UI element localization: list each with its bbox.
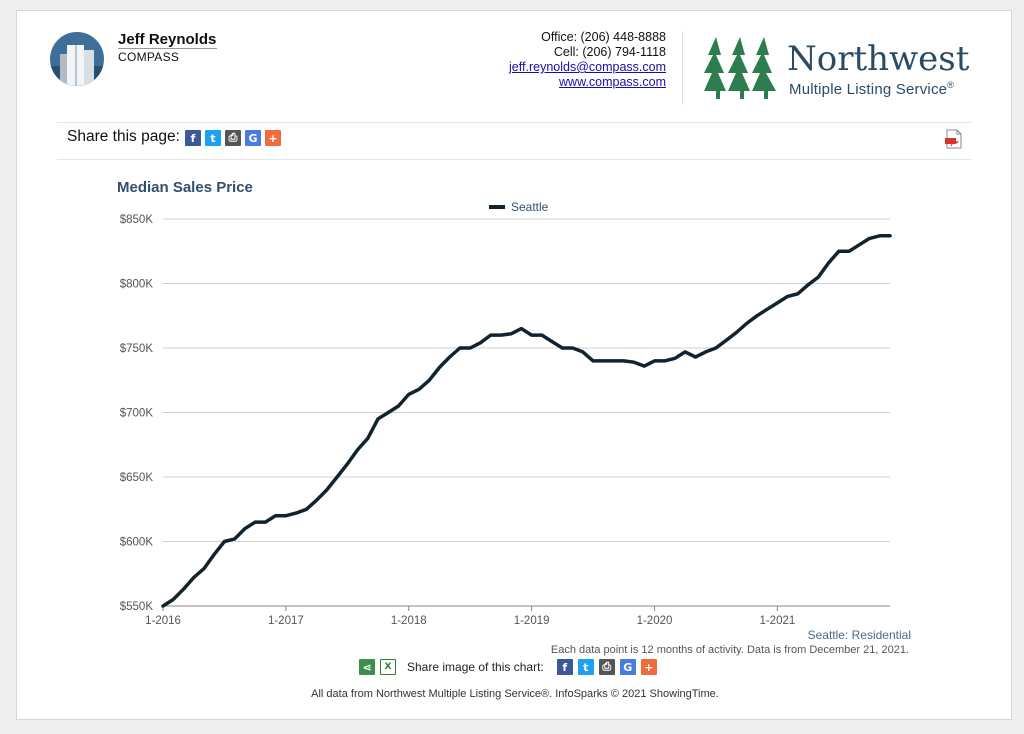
chart-source-label[interactable]: Seattle: Residential — [807, 628, 911, 642]
line-chart: $550K $600K $650K $700K $750K $800K $850K 1-201… — [120, 200, 892, 627]
contact-block: Office: (206) 448-8888 Cell: (206) 794-1… — [509, 30, 666, 90]
tree-logo-icon — [704, 37, 776, 99]
name-divider — [118, 48, 217, 49]
agent-avatar — [50, 32, 104, 86]
y-tick-label: $750K — [120, 343, 154, 355]
office-phone: Office: (206) 448-8888 — [541, 30, 666, 44]
chart-note: Each data point is 12 months of activity… — [550, 644, 909, 656]
share-label: Share this page: — [67, 128, 180, 145]
google-icon[interactable]: G — [245, 130, 261, 146]
pdf-icon[interactable] — [945, 129, 963, 149]
footer-text: All data from Northwest Multiple Listing… — [311, 688, 719, 700]
chart-share-row: ⋖ X Share image of this chart: f t ⎙ G + — [359, 659, 657, 675]
y-tick-label: $550K — [120, 601, 154, 613]
website-link[interactable]: www.compass.com — [559, 75, 666, 89]
plus-icon[interactable]: + — [640, 659, 657, 675]
y-tick-label: $700K — [120, 408, 154, 420]
agent-name: Jeff Reynolds — [118, 31, 217, 48]
x-tick-label: 1-2021 — [759, 615, 795, 627]
share-bar: Share this page: f t ⎙ G + — [57, 122, 971, 160]
y-tick-label: $650K — [120, 472, 154, 484]
google-icon[interactable]: G — [619, 659, 636, 675]
page-card: Jeff Reynolds COMPASS Office: (206) 448-… — [16, 10, 1012, 720]
share-icons: f t ⎙ G + — [185, 130, 281, 146]
facebook-icon[interactable]: f — [185, 130, 201, 146]
chart-share-label: Share image of this chart: — [407, 660, 544, 674]
header-divider — [682, 31, 683, 105]
chart-title: Median Sales Price — [117, 179, 253, 196]
y-tick-label: $600K — [120, 537, 154, 549]
x-tick-label: 1-2020 — [637, 615, 673, 627]
print-icon[interactable]: ⎙ — [225, 130, 241, 146]
x-tick-label: 1-2018 — [391, 615, 427, 627]
cell-phone: Cell: (206) 794-1118 — [553, 45, 666, 59]
agent-company: COMPASS — [118, 50, 180, 64]
x-tick-label: 1-2016 — [145, 615, 181, 627]
brand-subtitle: Multiple Listing Service® — [789, 80, 955, 98]
share-icon[interactable]: ⋖ — [359, 659, 375, 675]
brand-name: Northwest — [787, 39, 970, 79]
print-icon[interactable]: ⎙ — [598, 659, 615, 675]
email-link[interactable]: jeff.reynolds@compass.com — [509, 60, 666, 74]
excel-icon[interactable]: X — [380, 659, 396, 675]
plus-icon[interactable]: + — [265, 130, 281, 146]
y-tick-label: $850K — [120, 214, 154, 226]
series-line-seattle — [161, 234, 892, 608]
facebook-icon[interactable]: f — [556, 659, 573, 675]
twitter-icon[interactable]: t — [205, 130, 221, 146]
twitter-icon[interactable]: t — [577, 659, 594, 675]
y-tick-label: $800K — [120, 279, 154, 291]
x-tick-label: 1-2017 — [268, 615, 304, 627]
x-tick-label: 1-2019 — [514, 615, 550, 627]
legend-label: Seattle — [511, 200, 549, 214]
